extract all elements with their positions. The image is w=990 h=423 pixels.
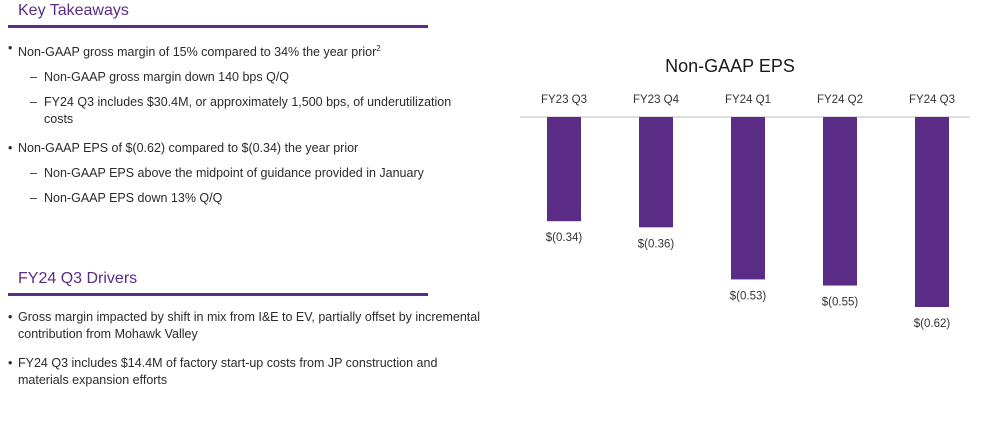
bar xyxy=(823,117,857,286)
key-takeaways-list: Non-GAAP gross margin of 15% compared to… xyxy=(8,40,478,219)
sub-bullet-item: Non-GAAP gross margin down 140 bps Q/Q xyxy=(18,69,478,86)
eps-bar-chart: Non-GAAP EPS FY23 Q3 $(0.34) FY23 Q4 $(0.36)… xyxy=(520,56,970,330)
fy24-q3-drivers-header: FY24 Q3 Drivers xyxy=(8,268,428,296)
x-tick-label: FY23 Q4 xyxy=(633,94,680,106)
x-tick-label: FY24 Q3 xyxy=(909,94,955,106)
data-label: $(0.53) xyxy=(730,290,767,302)
section-title: Key Takeaways xyxy=(18,2,129,19)
bar xyxy=(731,117,765,280)
x-tick-label: FY24 Q2 xyxy=(817,94,863,106)
sub-bullet-item: FY24 Q3 includes $30.4M, or approximatel… xyxy=(18,94,478,128)
data-label: $(0.36) xyxy=(638,238,675,250)
bullet-text: Non-GAAP gross margin of 15% compared to… xyxy=(18,45,377,60)
section-rule xyxy=(8,25,428,28)
bullet-item: Gross margin impacted by shift in mix fr… xyxy=(8,309,483,343)
sub-bullet-item: Non-GAAP EPS down 13% Q/Q xyxy=(18,190,478,207)
section-title: FY24 Q3 Drivers xyxy=(18,270,138,287)
bullet-text: Non-GAAP EPS of $(0.62) compared to $(0.… xyxy=(18,141,359,156)
bullet-item: Non-GAAP EPS of $(0.62) compared to $(0.… xyxy=(8,140,478,207)
footnote-marker: 2 xyxy=(376,44,381,53)
section-rule xyxy=(8,293,428,296)
bullet-item: Non-GAAP gross margin of 15% compared to… xyxy=(8,40,478,128)
drivers-list: Gross margin impacted by shift in mix fr… xyxy=(8,309,483,401)
x-tick-label: FY24 Q1 xyxy=(725,94,771,106)
data-label: $(0.55) xyxy=(822,297,859,309)
sub-bullet-item: Non-GAAP EPS above the midpoint of guida… xyxy=(18,165,478,182)
data-label: $(0.34) xyxy=(546,232,583,244)
bar xyxy=(547,117,581,222)
chart-title: Non-GAAP EPS xyxy=(665,56,795,76)
x-tick-label: FY23 Q3 xyxy=(541,94,587,106)
bullet-item: FY24 Q3 includes $14.4M of factory start… xyxy=(8,355,483,389)
bar xyxy=(915,117,949,307)
key-takeaways-header: Key Takeaways xyxy=(8,0,428,28)
bar xyxy=(639,117,673,228)
sub-bullet-list: Non-GAAP gross margin down 140 bps Q/Q F… xyxy=(18,69,478,128)
sub-bullet-list: Non-GAAP EPS above the midpoint of guida… xyxy=(18,165,478,207)
data-label: $(0.62) xyxy=(914,318,951,330)
